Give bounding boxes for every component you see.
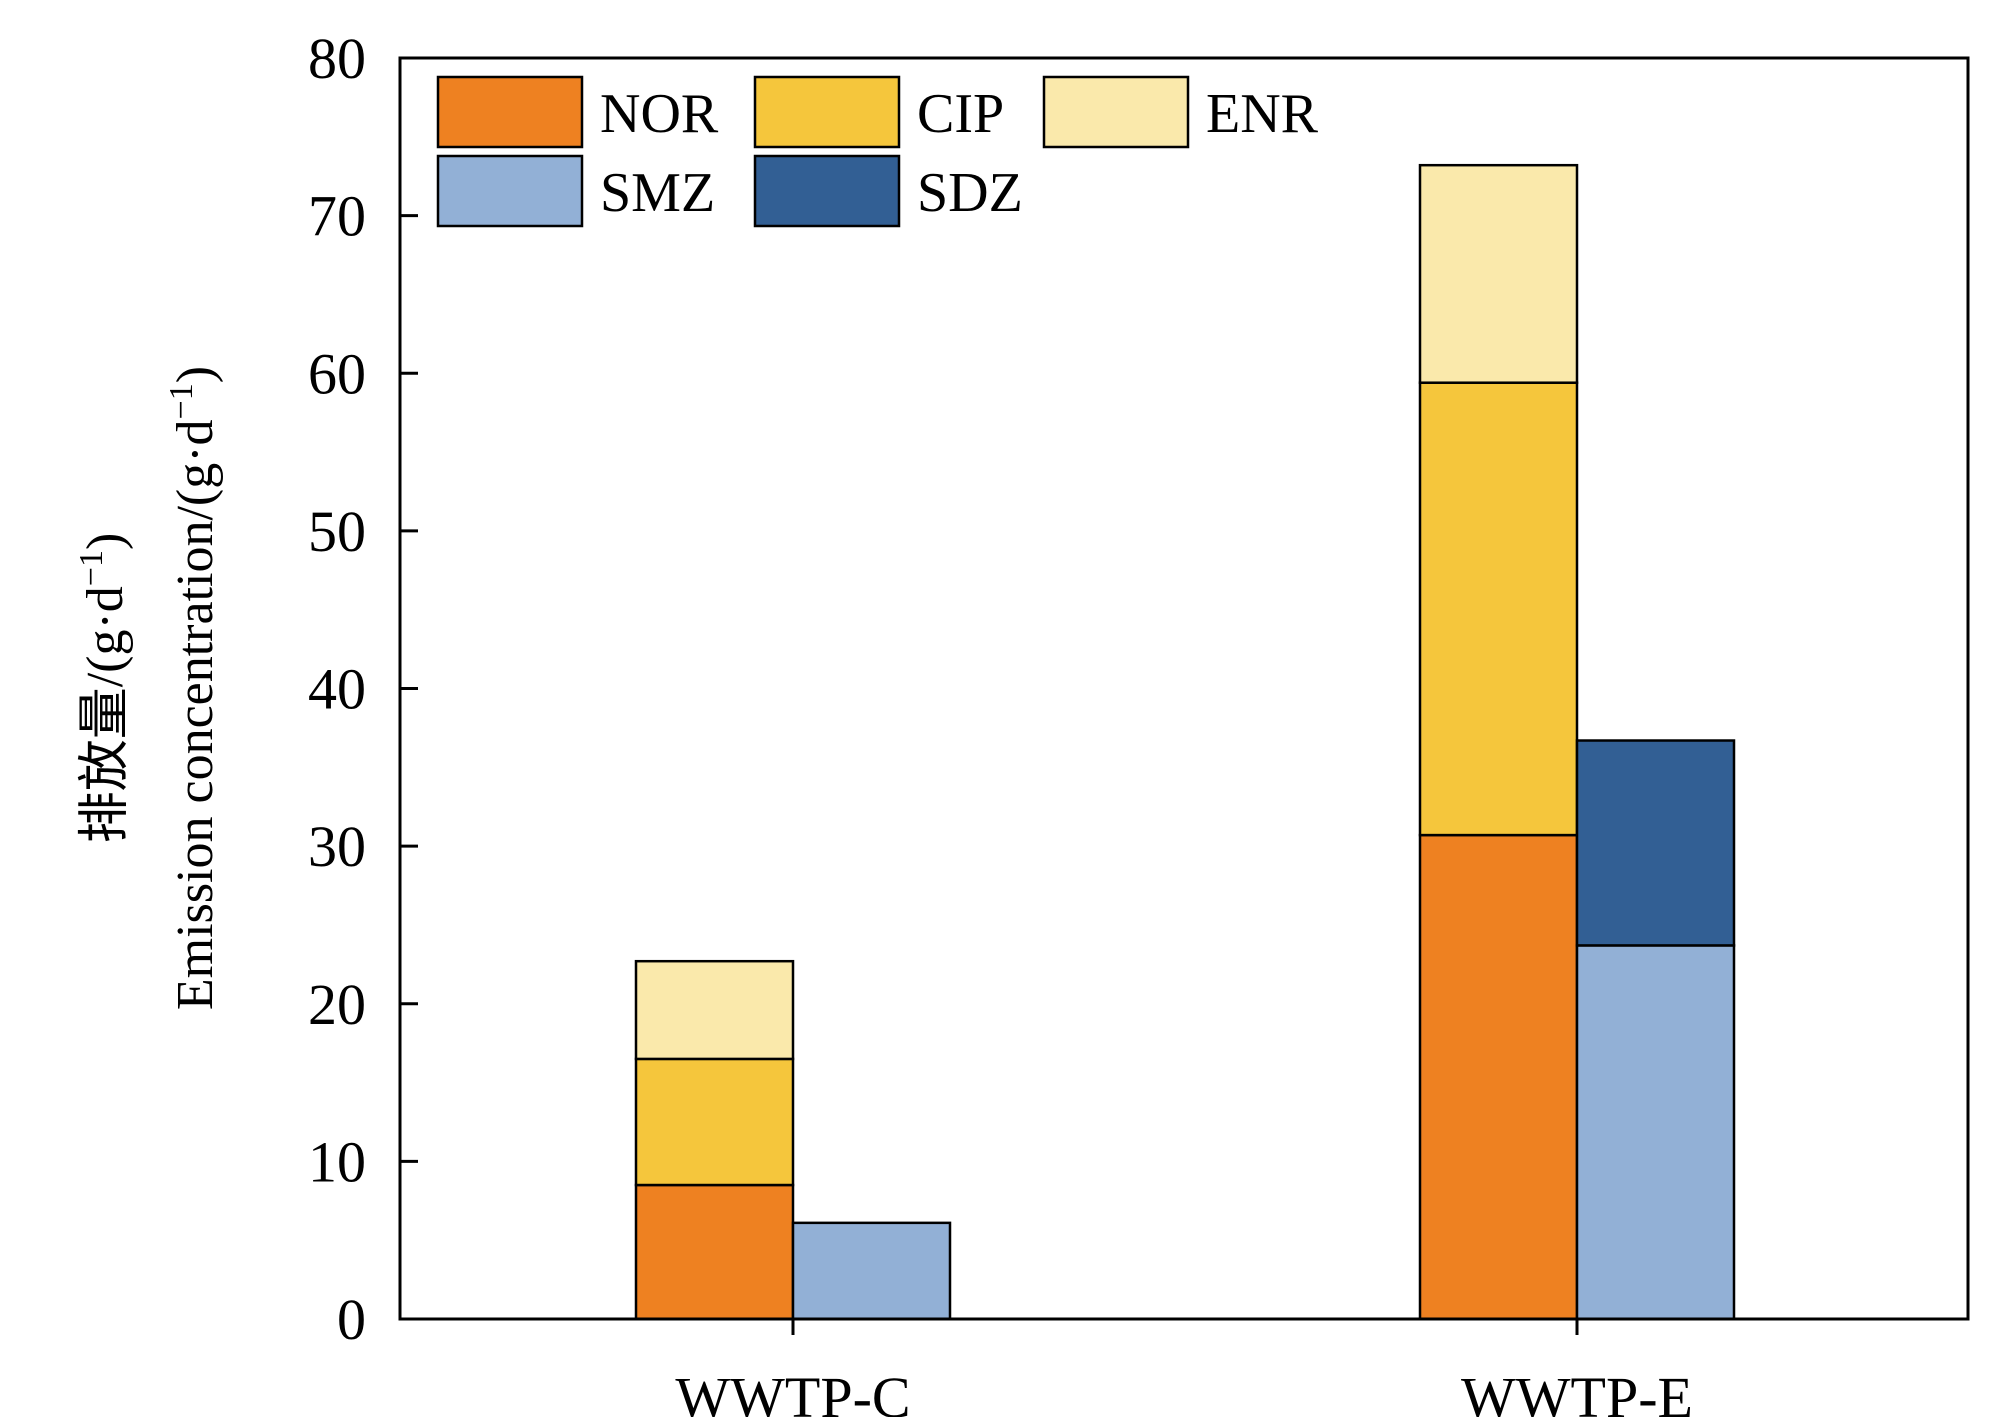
y-tick-label-20: 20 — [308, 972, 366, 1037]
x-tick-label-wwtp-c: WWTP-C — [675, 1365, 910, 1417]
bar-wwtp-e-enr — [1418, 163, 1579, 384]
legend-swatch-enr — [1042, 75, 1190, 149]
y-axis-label-line2-close: ) — [167, 366, 224, 383]
legend-label-enr: ENR — [1206, 83, 1319, 145]
bars-layer — [634, 163, 1736, 1321]
y-axis-label-line2-text: Emission concentration/(g·d — [167, 419, 224, 1010]
y-axis-label: 排放量/(g·d−1) Emission concentration/(g·d−… — [73, 366, 224, 1010]
legend-label-smz: SMZ — [600, 162, 715, 224]
y-axis-label-line2: Emission concentration/(g·d−1) — [163, 366, 224, 1010]
bar-wwtp-c-smz — [791, 1221, 952, 1321]
bar-wwtp-e-sdz — [1575, 739, 1736, 947]
bar-wwtp-e-cip — [1418, 381, 1579, 837]
y-axis-ticks: 0 10 20 30 40 50 60 70 80 — [308, 26, 418, 1352]
y-axis-label-line1-text: 排放量/(g·d — [77, 586, 134, 843]
legend-swatch-sdz — [753, 154, 901, 228]
legend-swatch-nor — [436, 75, 584, 149]
y-axis-label-line1: 排放量/(g·d−1) — [73, 533, 134, 844]
y-tick-label-0: 0 — [337, 1287, 366, 1352]
bar-wwtp-c-enr — [634, 959, 795, 1061]
x-axis-ticks: WWTP-C WWTP-E — [675, 1319, 1693, 1417]
legend-swatch-cip — [753, 75, 901, 149]
y-tick-label-30: 30 — [308, 814, 366, 879]
legend-label-nor: NOR — [600, 83, 719, 145]
y-tick-label-50: 50 — [308, 499, 366, 564]
y-tick-label-80: 80 — [308, 26, 366, 91]
legend-label-cip: CIP — [917, 83, 1004, 145]
y-tick-label-70: 70 — [308, 184, 366, 249]
legend: NOR CIP ENR SMZ SDZ — [436, 75, 1319, 228]
bar-wwtp-e-nor — [1418, 833, 1579, 1321]
y-tick-label-40: 40 — [308, 657, 366, 722]
bar-wwtp-c-cip — [634, 1057, 795, 1187]
y-axis-label-line2-sup: −1 — [163, 383, 200, 419]
bar-wwtp-e-smz — [1575, 944, 1736, 1321]
y-tick-label-60: 60 — [308, 341, 366, 406]
y-axis-label-line1-close: ) — [77, 533, 134, 550]
y-tick-label-10: 10 — [308, 1129, 366, 1194]
bar-wwtp-c-nor — [634, 1183, 795, 1321]
legend-label-sdz: SDZ — [917, 162, 1023, 224]
x-tick-label-wwtp-e: WWTP-E — [1461, 1365, 1693, 1417]
legend-swatch-smz — [436, 154, 584, 228]
y-axis-label-line1-sup: −1 — [73, 550, 110, 586]
